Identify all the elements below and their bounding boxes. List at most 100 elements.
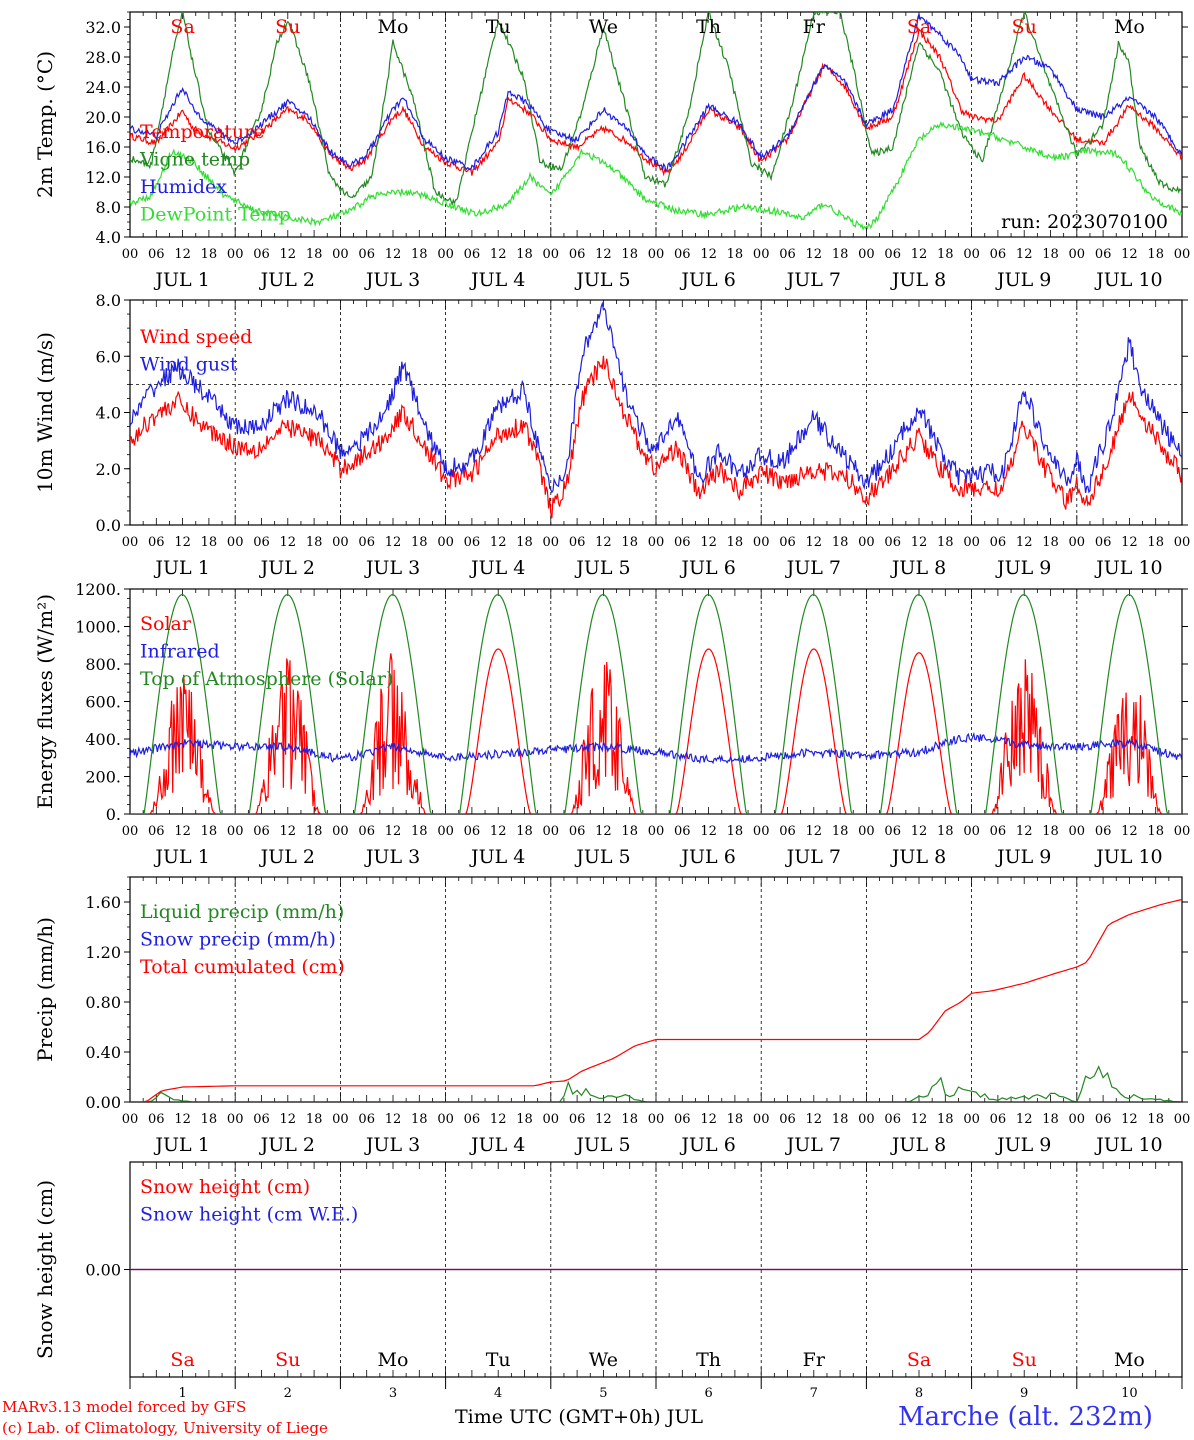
y-tick-label: 400. <box>85 730 121 749</box>
day-number-label: 1 <box>178 1386 186 1401</box>
weekday-label: Su <box>1012 1349 1037 1371</box>
hour-tick-label: 00 <box>963 824 980 839</box>
hour-tick-label: 18 <box>1147 824 1164 839</box>
weekday-label: Su <box>275 1349 300 1371</box>
date-label: JUL 6 <box>679 269 735 291</box>
legend-item: Solar <box>140 613 192 635</box>
hour-tick-label: 06 <box>884 247 901 262</box>
date-label: JUL 6 <box>679 557 735 579</box>
hour-tick-label: 12 <box>385 247 402 262</box>
hour-tick-label: 18 <box>411 1112 428 1127</box>
series-infrared <box>130 731 1182 765</box>
hour-tick-label: 18 <box>1042 1112 1059 1127</box>
y-tick-label: 8.0 <box>96 198 121 217</box>
hour-tick-label: 06 <box>358 247 375 262</box>
hour-tick-label: 18 <box>516 1112 533 1127</box>
hour-tick-label: 18 <box>1042 247 1059 262</box>
panel-snow: 0.00 Snow height (cm) Snow height (cm) Snow… <box>33 1161 1188 1401</box>
hour-tick-label: 00 <box>332 1112 349 1127</box>
hour-tick-label: 12 <box>490 1112 507 1127</box>
hour-tick-label: 00 <box>122 824 139 839</box>
series-liquid-precip-mm-h- <box>130 1065 1182 1102</box>
hour-tick-label: 12 <box>280 1112 297 1127</box>
hour-tick-label: 00 <box>648 1112 665 1127</box>
legend-item: Temperature <box>140 121 264 143</box>
series-temperature <box>130 28 1182 177</box>
hour-tick-label: 06 <box>358 535 375 550</box>
hour-tick-label: 06 <box>148 535 165 550</box>
hour-tick-label: 18 <box>832 824 849 839</box>
y-tick-label: 0.00 <box>85 1093 121 1112</box>
y-tick-label: 4.0 <box>96 404 121 423</box>
hour-tick-label: 18 <box>621 247 638 262</box>
weekday-label: Sa <box>907 16 931 38</box>
weekday-label: Mo <box>1114 1349 1145 1371</box>
hour-tick-label: 00 <box>753 247 770 262</box>
hour-tick-label: 18 <box>727 535 744 550</box>
weekday-label: Mo <box>1114 16 1145 38</box>
hour-tick-label: 00 <box>858 1112 875 1127</box>
hour-tick-label: 12 <box>1016 535 1033 550</box>
hour-tick-label: 12 <box>700 535 717 550</box>
date-label: JUL 7 <box>785 846 841 868</box>
day-number-label: 10 <box>1121 1386 1138 1401</box>
hour-tick-label: 06 <box>464 1112 481 1127</box>
hour-tick-label: 00 <box>227 824 244 839</box>
hour-tick-label: 06 <box>253 535 270 550</box>
weekday-label: Th <box>696 16 721 38</box>
hour-tick-label: 18 <box>937 247 954 262</box>
hour-tick-label: 12 <box>911 1112 928 1127</box>
y-tick-label: 0.40 <box>85 1043 121 1062</box>
hour-tick-label: 06 <box>569 1112 586 1127</box>
y-tick-label: 2.0 <box>96 460 121 479</box>
hour-tick-label: 00 <box>543 1112 560 1127</box>
hour-tick-label: 18 <box>201 1112 218 1127</box>
date-label: JUL 2 <box>259 269 315 291</box>
day-number-label: 8 <box>915 1386 923 1401</box>
hour-tick-label: 06 <box>148 824 165 839</box>
hour-tick-label: 06 <box>674 1112 691 1127</box>
date-label: JUL 4 <box>469 1134 525 1156</box>
date-label: JUL 7 <box>785 1134 841 1156</box>
hour-tick-label: 00 <box>122 247 139 262</box>
series-group <box>130 594 1182 814</box>
hour-tick-label: 00 <box>543 824 560 839</box>
hour-tick-label: 18 <box>411 247 428 262</box>
date-label: JUL 1 <box>153 1134 209 1156</box>
hour-tick-label: 00 <box>963 535 980 550</box>
day-number-label: 2 <box>284 1386 292 1401</box>
date-label: JUL 3 <box>364 1134 420 1156</box>
hour-tick-label: 12 <box>174 247 191 262</box>
hour-tick-label: 00 <box>227 535 244 550</box>
hour-tick-label: 12 <box>700 1112 717 1127</box>
weekday-label: Fr <box>803 1349 826 1371</box>
hour-tick-label: 12 <box>700 247 717 262</box>
y-tick-label: 8.0 <box>96 291 121 310</box>
date-label: JUL 8 <box>890 846 946 868</box>
hour-tick-label: 18 <box>621 824 638 839</box>
date-label: JUL 8 <box>890 1134 946 1156</box>
weekday-label: Mo <box>378 16 409 38</box>
hour-tick-label: 00 <box>1069 535 1086 550</box>
hour-tick-label: 12 <box>385 1112 402 1127</box>
hour-tick-label: 00 <box>332 247 349 262</box>
hour-tick-label: 06 <box>253 247 270 262</box>
date-label: JUL 10 <box>1094 269 1162 291</box>
date-label: JUL 9 <box>995 846 1051 868</box>
weekday-label: Sa <box>170 16 194 38</box>
y-tick-label: 28.0 <box>85 48 121 67</box>
time-axis-title: Time UTC (GMT+0h) JUL <box>455 1406 703 1428</box>
hour-tick-label: 12 <box>595 247 612 262</box>
y-tick-label: 0. <box>106 805 121 824</box>
hour-tick-label: 00 <box>753 824 770 839</box>
hour-tick-label: 06 <box>779 535 796 550</box>
y-tick-label: 12.0 <box>85 168 121 187</box>
hour-tick-label: 06 <box>148 1112 165 1127</box>
hour-tick-label: 12 <box>700 824 717 839</box>
hour-tick-label: 12 <box>595 1112 612 1127</box>
legend-item: Humidex <box>140 176 227 198</box>
date-label: JUL 9 <box>995 557 1051 579</box>
weekday-label: Su <box>275 16 300 38</box>
hour-tick-label: 06 <box>779 824 796 839</box>
hour-tick-label: 06 <box>253 1112 270 1127</box>
